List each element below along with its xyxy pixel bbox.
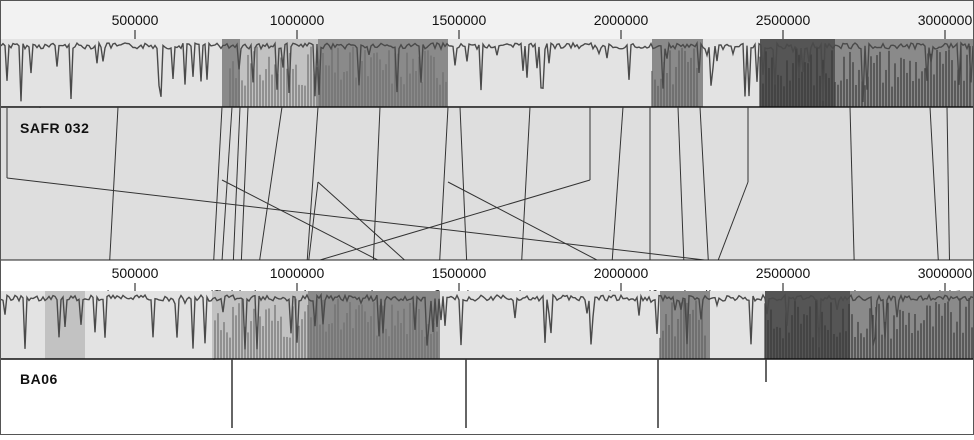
top-ruler-bg [1, 1, 973, 39]
top-ruler-ticks: 500000 1000000 1500000 2000000 2500000 300000… [112, 12, 973, 39]
bottom-tick-label: 2500000 [756, 265, 811, 281]
top-tick-label: 1000000 [270, 12, 325, 28]
genome-label-bottom: BA06 [20, 371, 58, 387]
bottom-rearrangement-markers [213, 359, 767, 428]
top-lcb-block [652, 39, 703, 107]
bottom-similarity-profile [0, 292, 974, 350]
genome-panel-bottom: 500000 1000000 1500000 2000000 2500000 300000… [0, 259, 974, 434]
top-tick-label: 1500000 [432, 12, 487, 28]
top-lcb-blocks [1, 39, 973, 107]
bottom-tick-label: 1500000 [432, 265, 487, 281]
bottom-tick-label: 3000000 [918, 265, 973, 281]
bottom-tick-label: 500000 [112, 265, 159, 281]
bottom-lcb-blocks [1, 291, 973, 359]
bottom-tick-label: 2000000 [594, 265, 649, 281]
bottom-lcb-block [710, 291, 765, 359]
top-label-panel [1, 108, 973, 260]
genome-label-top: SAFR 032 [20, 120, 90, 136]
genome-panel-top: 500000 1000000 1500000 2000000 2500000 300000… [0, 1, 974, 260]
bottom-ruler-bg [1, 260, 973, 290]
top-tick-label: 2500000 [756, 12, 811, 28]
top-tick-label: 500000 [112, 12, 159, 28]
top-tick-label: 3000000 [918, 12, 973, 28]
top-lcb-block [1, 39, 222, 107]
bottom-tick-label: 1000000 [270, 265, 325, 281]
top-similarity-profile [0, 40, 974, 103]
top-tick-label: 2000000 [594, 12, 649, 28]
bottom-label-panel [1, 360, 973, 434]
bottom-ruler-ticks: 500000 1000000 1500000 2000000 2500000 300000… [112, 265, 973, 291]
